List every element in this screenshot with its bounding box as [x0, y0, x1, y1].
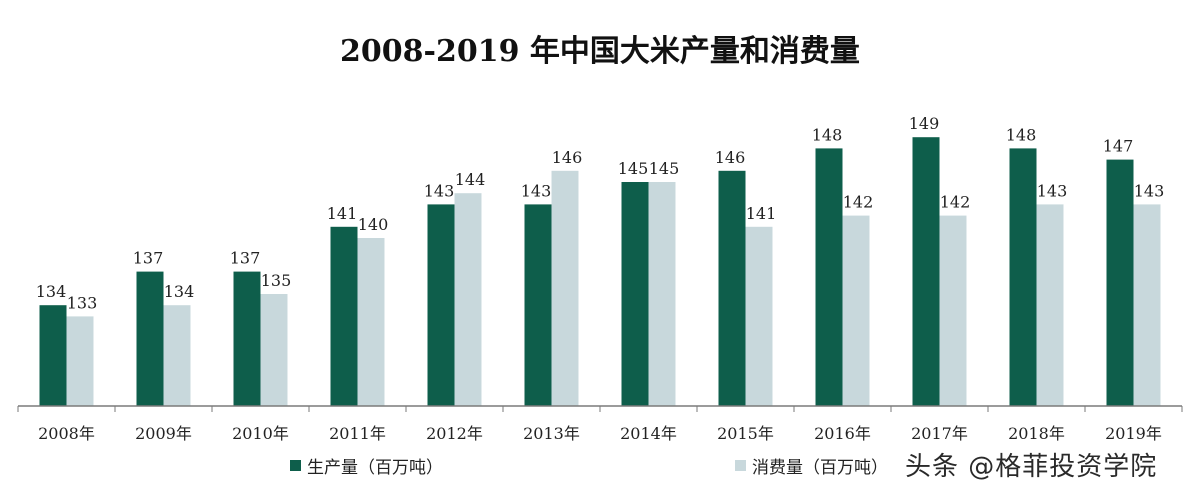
x-tick-label-11: 2019年 [1105, 424, 1162, 443]
legend-item-consumption: 消费量（百万吨） [735, 452, 888, 478]
value-label-production-2: 137 [230, 249, 261, 268]
x-tick-label-6: 2014年 [620, 424, 677, 443]
x-tick-label-9: 2017年 [911, 424, 968, 443]
bar-consumption-10 [1036, 204, 1064, 406]
value-label-production-3: 141 [327, 204, 358, 223]
value-label-consumption-4: 144 [455, 170, 486, 189]
legend-item-production: 生产量（百万吨） [290, 452, 443, 478]
value-label-consumption-1: 134 [164, 282, 195, 301]
value-label-consumption-8: 142 [843, 193, 874, 212]
bar-consumption-5 [551, 170, 579, 406]
chart-title: 2008-2019 年中国大米产量和消费量 [340, 34, 860, 69]
x-tick-label-10: 2018年 [1008, 424, 1065, 443]
value-label-consumption-7: 141 [746, 204, 777, 223]
bar-production-0 [39, 305, 67, 406]
bar-production-7 [718, 170, 746, 406]
value-label-consumption-0: 133 [67, 293, 98, 312]
bar-production-11 [1106, 159, 1134, 406]
bar-consumption-1 [163, 305, 191, 406]
value-label-production-9: 149 [909, 114, 940, 133]
x-tick-label-1: 2009年 [135, 424, 192, 443]
value-label-consumption-6: 145 [649, 159, 680, 178]
bar-consumption-11 [1133, 204, 1161, 406]
legend-swatch-consumption [735, 459, 746, 471]
bar-production-6 [621, 182, 649, 406]
value-label-consumption-9: 142 [940, 193, 971, 212]
value-label-production-8: 148 [812, 125, 843, 144]
value-label-production-6: 145 [618, 159, 649, 178]
bar-production-1 [136, 271, 164, 406]
x-tick-labels-group: 2008年 2009年 2010年 2011年 2012年 2013年 2014年 2015年… [38, 424, 1162, 443]
legend-label-consumption: 消费量（百万吨） [752, 457, 888, 478]
bar-production-9 [912, 137, 940, 406]
bar-production-10 [1009, 148, 1037, 406]
value-label-production-4: 143 [424, 181, 455, 200]
legend-swatch-production [290, 459, 301, 471]
bar-production-3 [330, 226, 358, 406]
value-label-consumption-3: 140 [358, 215, 389, 234]
x-tick-label-7: 2015年 [717, 424, 774, 443]
bar-production-8 [815, 148, 843, 406]
x-tick-label-5: 2013年 [523, 424, 580, 443]
value-label-consumption-2: 135 [261, 271, 292, 290]
bar-consumption-7 [745, 226, 773, 406]
x-tick-label-0: 2008年 [38, 424, 95, 443]
bar-production-2 [233, 271, 261, 406]
x-ticks-group [17, 406, 1183, 412]
value-label-consumption-5: 146 [552, 148, 583, 167]
value-label-production-0: 134 [36, 282, 67, 301]
bars-group [39, 137, 1161, 406]
x-tick-label-3: 2011年 [329, 424, 386, 443]
bar-production-5 [524, 204, 552, 406]
value-label-consumption-10: 143 [1037, 181, 1068, 200]
value-label-production-11: 147 [1103, 137, 1134, 156]
x-tick-label-2: 2010年 [232, 424, 289, 443]
x-tick-label-8: 2016年 [814, 424, 871, 443]
value-label-production-10: 148 [1006, 125, 1037, 144]
bar-production-4 [427, 204, 455, 406]
legend-label-production: 生产量（百万吨） [307, 457, 443, 478]
bar-consumption-2 [260, 294, 288, 406]
bar-consumption-0 [66, 316, 94, 406]
value-label-production-5: 143 [521, 181, 552, 200]
x-tick-label-4: 2012年 [426, 424, 483, 443]
bar-consumption-8 [842, 215, 870, 406]
bar-consumption-4 [454, 193, 482, 406]
value-label-production-7: 146 [715, 148, 746, 167]
bar-consumption-6 [648, 182, 676, 406]
watermark-text: 头条 @格菲投资学院 [905, 452, 1158, 482]
value-label-consumption-11: 143 [1134, 181, 1165, 200]
bar-consumption-9 [939, 215, 967, 406]
value-label-production-1: 137 [133, 249, 164, 268]
bar-consumption-3 [357, 238, 385, 406]
